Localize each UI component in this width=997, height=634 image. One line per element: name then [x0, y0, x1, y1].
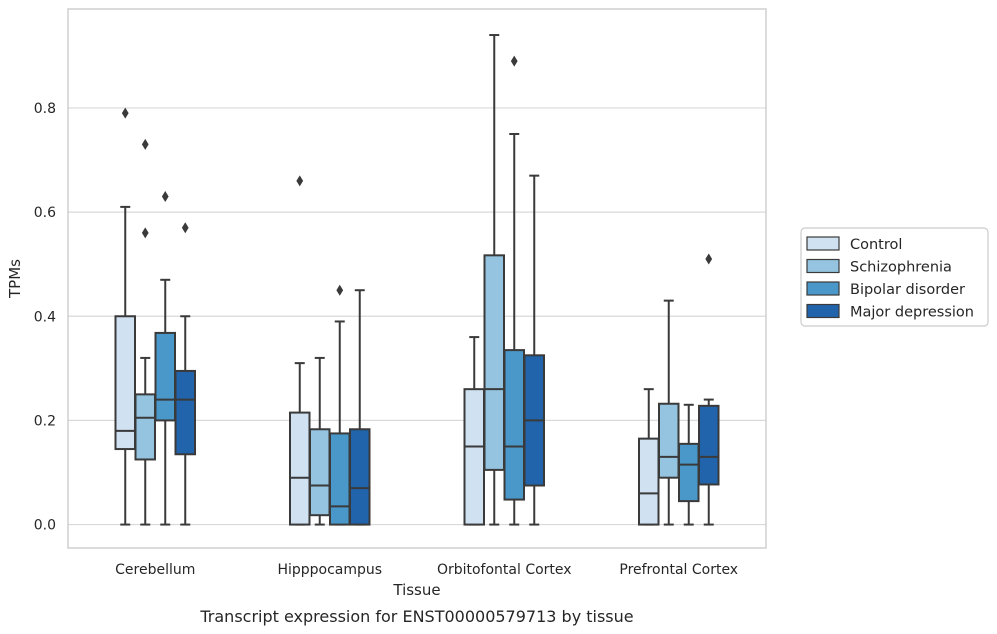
iqr-box	[463, 388, 485, 526]
x-tick-label: Orbitofontal Cortex	[437, 562, 572, 578]
box-cerebellum	[174, 222, 196, 526]
box-prefrontal-cortex	[638, 388, 660, 526]
legend-frame	[800, 227, 989, 327]
legend-label: Major depression	[850, 305, 974, 321]
legend-label: Bipolar disorder	[850, 282, 965, 298]
outlier-point	[121, 107, 129, 119]
iqr-box	[329, 432, 351, 526]
iqr-box	[483, 254, 505, 471]
box-orbitofontal-cortex	[463, 336, 485, 526]
y-tick-label: 0.0	[34, 518, 56, 534]
legend-label: Schizophrenia	[850, 260, 952, 276]
legend-swatch	[806, 281, 840, 296]
x-tick-label: Prefrontal Cortex	[619, 562, 738, 578]
outlier-point	[705, 253, 713, 265]
legend-item: Control	[806, 236, 902, 253]
legend-swatch	[806, 303, 840, 319]
iqr-box	[114, 315, 136, 451]
iqr-box	[309, 428, 331, 517]
box-hipppocampus	[329, 284, 351, 526]
series-major-depression	[174, 174, 720, 526]
box-hipppocampus	[289, 175, 311, 526]
box-cerebellum	[154, 190, 176, 526]
iqr-box	[154, 331, 176, 422]
x-tick-label: Hipppocampus	[277, 562, 382, 578]
y-tick-label: 0.2	[34, 413, 56, 429]
box-orbitofontal-cortex	[523, 174, 545, 526]
legend-swatch	[806, 236, 840, 251]
iqr-box	[503, 349, 525, 501]
legend-label: Control	[850, 237, 902, 253]
y-axis-ticks: 0.0 0.2 0.4 0.6 0.8	[34, 101, 56, 534]
y-tick-label: 0.8	[34, 101, 56, 117]
iqr-box	[349, 428, 371, 526]
chart-caption: Transcript expression for ENST0000057971…	[199, 607, 633, 626]
box-hipppocampus	[349, 289, 371, 526]
outlier-point	[296, 175, 304, 187]
series-bipolar-disorder	[154, 55, 700, 526]
y-axis-label: TPMs	[6, 259, 24, 299]
plot-frame	[67, 8, 767, 549]
box-series	[114, 34, 720, 526]
outlier-point	[161, 190, 169, 202]
box-cerebellum	[114, 107, 136, 526]
iqr-box	[174, 369, 196, 456]
x-axis-label: Tissue	[392, 581, 440, 599]
iqr-box	[638, 437, 660, 526]
box-hipppocampus	[309, 356, 331, 526]
legend-swatch	[806, 258, 840, 274]
outlier-point	[141, 227, 149, 239]
x-tick-label: Cerebellum	[115, 562, 195, 578]
legend-item: Major depression	[806, 303, 974, 321]
legend-item: Bipolar disorder	[806, 281, 965, 298]
x-axis-ticks: Cerebellum Hipppocampus Orbitofontal Corte…	[115, 562, 738, 578]
iqr-box	[678, 442, 700, 503]
box-prefrontal-cortex	[658, 299, 680, 526]
y-tick-label: 0.6	[34, 205, 56, 221]
legend-item: Schizophrenia	[806, 258, 952, 276]
iqr-box	[698, 404, 720, 486]
series-control	[114, 107, 660, 526]
box-prefrontal-cortex	[678, 403, 700, 526]
y-tick-label: 0.4	[34, 309, 56, 325]
box-orbitofontal-cortex	[503, 55, 525, 526]
iqr-box	[658, 402, 680, 479]
box-cerebellum	[134, 138, 156, 526]
outlier-point	[181, 222, 189, 234]
outlier-point	[336, 284, 344, 296]
outlier-point	[141, 138, 149, 150]
legend: Control Schizophrenia Bipolar disorder Majo…	[800, 227, 989, 327]
box-prefrontal-cortex	[698, 253, 720, 526]
outlier-point	[510, 55, 518, 67]
iqr-box	[134, 393, 156, 461]
iqr-box	[289, 411, 311, 526]
